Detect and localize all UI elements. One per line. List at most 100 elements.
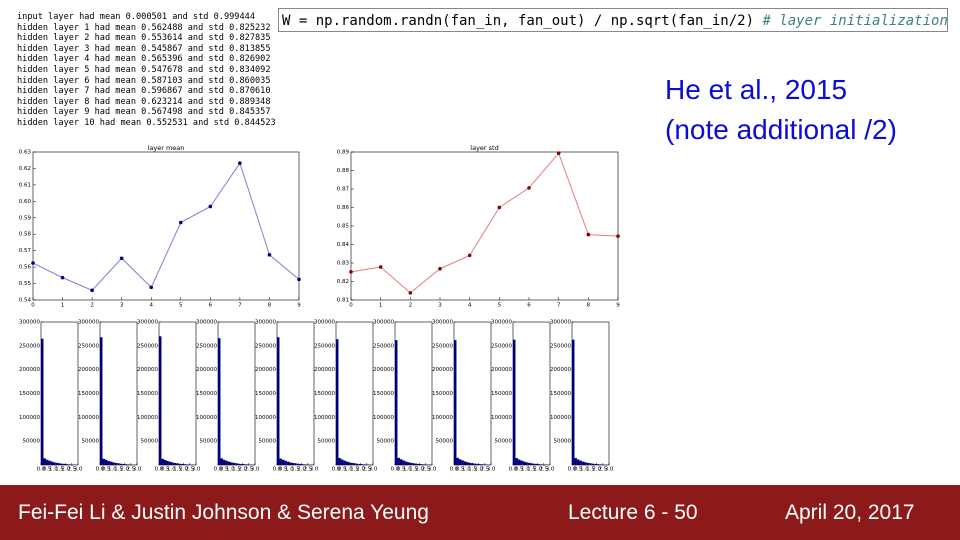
x-tick-label: 2.5 — [421, 467, 430, 473]
data-point — [267, 252, 272, 257]
hist-bar — [286, 461, 290, 465]
y-tick-label: 150000 — [19, 391, 40, 397]
plot-frame — [453, 321, 492, 466]
y-tick-label: 200000 — [491, 367, 512, 373]
x-tick-label: 2.0 — [474, 467, 483, 473]
hist-bar — [277, 337, 280, 465]
hist-bar — [68, 464, 71, 465]
x-tick-label: 9 — [616, 303, 620, 309]
hist-bar — [45, 459, 49, 465]
x-tick-label: 4 — [149, 303, 153, 309]
x-tick-label: 2.0 — [179, 467, 188, 473]
x-tick-label: 0.0 — [214, 467, 223, 473]
x-tick-label: 1.0 — [462, 467, 471, 473]
y-tick-label: 300000 — [78, 320, 99, 326]
hist-bar — [55, 462, 59, 465]
heading: He et al., 2015 (note additional /2) — [665, 70, 897, 150]
hist-bar — [360, 464, 364, 465]
data-point — [90, 288, 94, 293]
hist-bar — [183, 464, 187, 465]
y-tick-label: 100000 — [78, 415, 99, 421]
plot-frame — [394, 321, 433, 466]
hist-bar — [168, 461, 172, 465]
hist-bar — [417, 463, 420, 465]
x-tick-label: 5 — [498, 303, 502, 309]
y-tick-label: 100000 — [255, 415, 276, 421]
y-tick-label: 0.84 — [337, 242, 350, 248]
hist-bar — [279, 458, 282, 465]
hist-bar — [355, 463, 359, 465]
y-tick-label: 0.87 — [337, 187, 350, 193]
x-tick-label: 2.0 — [61, 467, 70, 473]
hist-bar — [178, 463, 182, 465]
hist-bar — [404, 461, 408, 465]
y-tick-label: 150000 — [196, 391, 217, 397]
x-tick-label: 0 — [349, 303, 353, 309]
hist-bar — [100, 337, 103, 465]
hist-bar — [299, 463, 302, 465]
y-tick-label: 200000 — [255, 367, 276, 373]
hist-bar — [537, 464, 541, 465]
x-tick-label: 0 — [31, 303, 35, 309]
data-line — [350, 152, 619, 294]
hist-bar — [476, 463, 479, 465]
y-tick-label: 300000 — [550, 320, 571, 326]
y-tick-label: 0.82 — [337, 279, 349, 285]
hist-bar — [579, 460, 582, 465]
hist-bar — [409, 462, 413, 465]
y-tick-label: 0.62 — [19, 166, 31, 172]
x-tick-label: 3.0 — [369, 467, 378, 473]
x-tick-label: 2.0 — [415, 467, 424, 473]
hist-bar — [586, 462, 590, 465]
y-tick-label: 0.61 — [19, 182, 31, 188]
y-tick-label: 300000 — [255, 320, 276, 326]
hist-bar — [284, 460, 287, 465]
data-point — [119, 256, 124, 261]
x-tick-label: 1.0 — [226, 467, 235, 473]
console-line: hidden layer 2 had mean 0.553614 and std… — [17, 33, 271, 44]
hist-bar — [122, 463, 125, 465]
hist-bar — [127, 464, 130, 465]
hist-bar — [242, 464, 246, 465]
y-tick-label: 150000 — [78, 391, 99, 397]
x-tick-label: 3.0 — [487, 467, 496, 473]
y-tick-label: 50000 — [495, 439, 513, 445]
hist-bar — [41, 338, 44, 465]
y-tick-label: 100000 — [373, 415, 394, 421]
x-tick-label: 7 — [238, 303, 242, 309]
plot-frame — [40, 321, 79, 466]
hist-bar — [407, 462, 410, 465]
x-tick-label: 2 — [409, 303, 413, 309]
date: April 20, 2017 — [785, 501, 915, 524]
y-tick-label: 50000 — [141, 439, 159, 445]
x-tick-label: 2.5 — [185, 467, 194, 473]
hist-bar — [222, 459, 226, 465]
x-tick-label: 1.0 — [403, 467, 412, 473]
y-tick-label: 0.83 — [337, 261, 350, 267]
x-tick-label: 2.5 — [126, 467, 135, 473]
x-tick-label: 6 — [209, 303, 213, 309]
y-tick-label: 100000 — [196, 415, 217, 421]
console-line: hidden layer 1 had mean 0.562488 and std… — [17, 22, 271, 33]
plot-frame — [350, 151, 619, 301]
x-tick-label: 1.5 — [468, 467, 477, 473]
hist-bar — [336, 339, 339, 465]
y-tick-label: 100000 — [550, 415, 571, 421]
y-tick-label: 250000 — [314, 343, 335, 349]
y-tick-label: 250000 — [491, 343, 512, 349]
y-tick-label: 0.58 — [19, 232, 32, 238]
x-tick-label: 0.5 — [43, 467, 52, 473]
x-tick-label: 3.0 — [605, 467, 614, 473]
y-tick-label: 0.81 — [337, 298, 349, 304]
x-tick-label: 6 — [527, 303, 531, 309]
hist-bar — [225, 460, 228, 465]
y-tick-label: 250000 — [550, 343, 571, 349]
hist-bar — [402, 460, 405, 465]
y-tick-label: 0.59 — [19, 215, 32, 221]
x-tick-label: 3.0 — [546, 467, 555, 473]
hist-bar — [119, 463, 123, 465]
heading-line: (note additional /2) — [665, 114, 897, 145]
x-tick-label: 2.5 — [598, 467, 607, 473]
hist-bar — [454, 340, 457, 465]
x-tick-label: 1.5 — [350, 467, 359, 473]
